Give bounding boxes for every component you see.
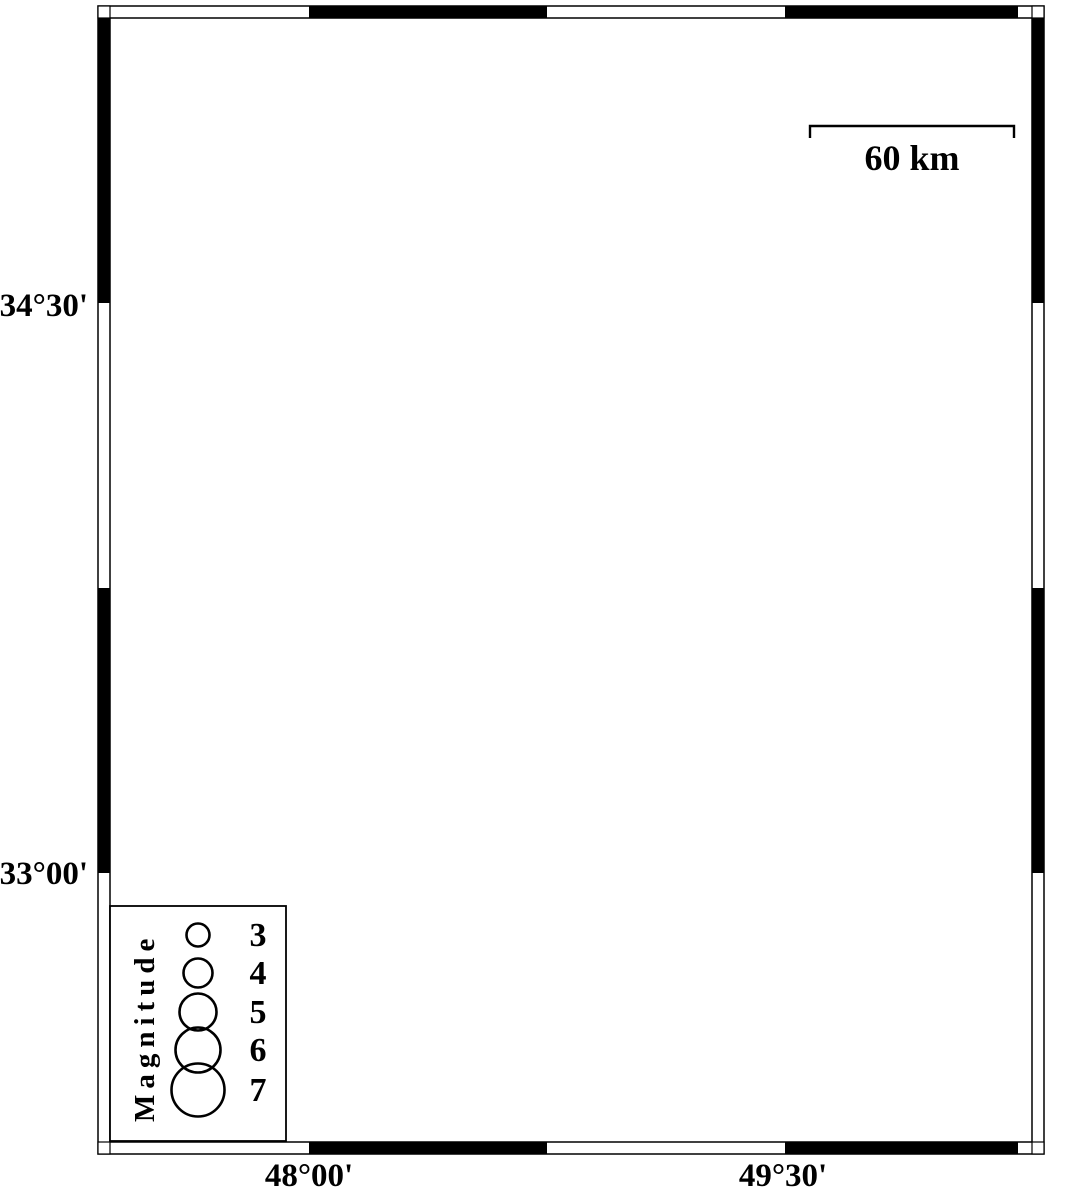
legend-magnitude-label: 6 xyxy=(250,1032,267,1069)
legend-title: Magnitude xyxy=(129,933,161,1122)
frame-black-cell-left xyxy=(98,588,110,873)
frame-black-cell-right xyxy=(1032,18,1044,303)
frame-corner-cell xyxy=(97,1141,111,1155)
legend-magnitude-circle xyxy=(178,992,218,1032)
frame-inner-rect xyxy=(109,17,1033,1143)
legend-magnitude-circle xyxy=(170,1062,226,1118)
frame-corner-cell xyxy=(1031,5,1045,19)
frame-corner-cell xyxy=(97,5,111,19)
scale-bar-bracket xyxy=(808,124,1016,138)
frame-corner-cell xyxy=(1031,1141,1045,1155)
legend-magnitude-circle xyxy=(182,957,214,989)
latitude-label: 34°30' xyxy=(0,288,88,324)
axis-labels: 34°30' 33°00' 48°00' 49°30' xyxy=(0,288,827,1191)
latitude-label: 33°00' xyxy=(0,856,88,892)
frame-black-cell-bottom xyxy=(785,1142,1018,1154)
frame-black-cell-left xyxy=(98,18,110,303)
legend-magnitude-label: 7 xyxy=(250,1072,267,1109)
scale-bar: 60 km xyxy=(808,124,1016,178)
scale-bar-label: 60 km xyxy=(864,138,959,178)
longitude-label: 49°30' xyxy=(739,1158,827,1191)
frame-black-cell-top xyxy=(785,6,1018,18)
legend-magnitude-circle xyxy=(174,1026,222,1074)
legend-box xyxy=(109,905,287,1142)
frame-black-cell-bottom xyxy=(309,1142,547,1154)
legend-magnitude-circle xyxy=(185,922,211,948)
legend-magnitude-label: 3 xyxy=(250,917,267,954)
longitude-label: 48°00' xyxy=(265,1158,353,1191)
legend-magnitude-label: 5 xyxy=(250,994,267,1031)
legend-magnitude-label: 4 xyxy=(250,955,267,992)
frame-black-cell-right xyxy=(1032,588,1044,873)
frame-black-cell-top xyxy=(309,6,547,18)
